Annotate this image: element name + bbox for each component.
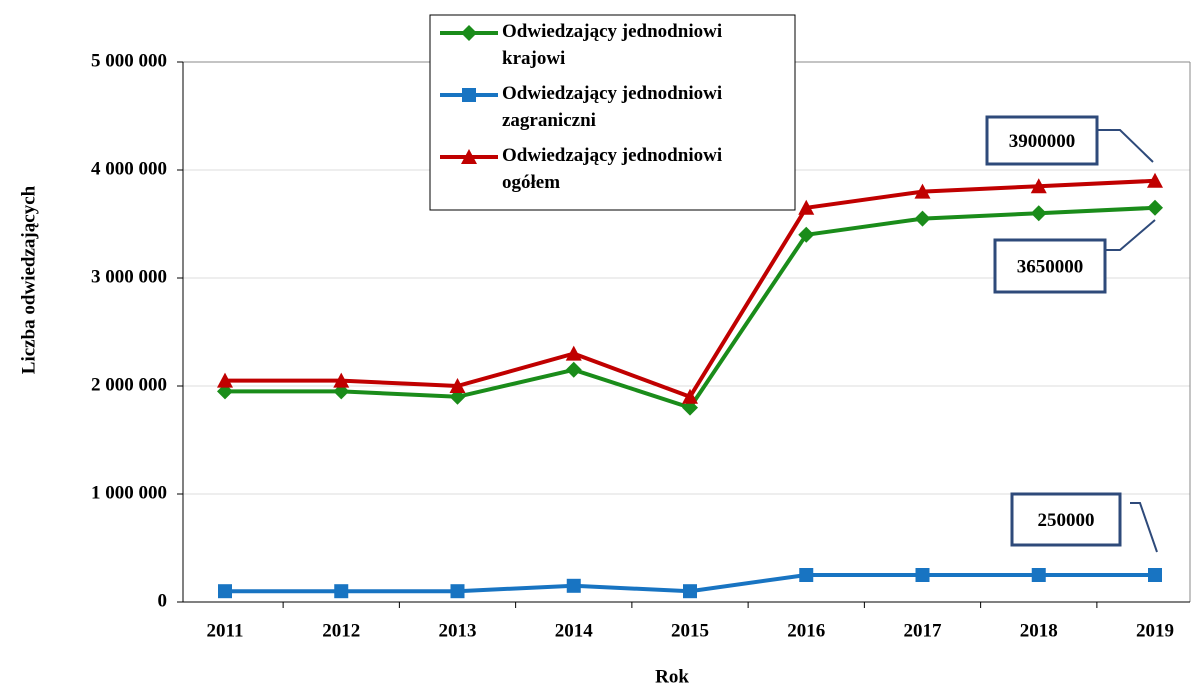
x-tick-label: 2011 [207,620,244,641]
data-label: 3900000 [1009,131,1076,152]
marker [334,584,349,599]
callout-leader [1130,502,1158,553]
marker [914,210,931,227]
marker [1147,172,1163,188]
marker [798,199,815,215]
y-axis-label: Liczba odwiedzających [18,185,39,374]
x-axis-label: Rok [655,666,689,687]
data-label: 250000 [1038,510,1095,531]
marker [217,372,233,388]
marker [915,568,930,582]
marker [565,361,582,378]
y-tick-label: 3 000 000 [91,266,167,287]
marker [566,578,581,593]
y-tick-label: 5 000 000 [91,50,167,71]
x-tick-label: 2012 [322,620,360,641]
x-tick-label: 2014 [555,620,594,641]
callout-box [1010,492,1122,547]
marker [333,372,350,388]
legend-label-line: krajowi [502,48,565,69]
legend-label: Odwiedzający jednodniowi zagraniczni [502,83,722,131]
marker [1147,199,1163,216]
data-label: 3650000 [1017,256,1084,277]
marker [1031,568,1046,582]
marker [1030,178,1047,194]
marker [799,568,814,582]
callout-box [985,115,1099,166]
marker [798,226,815,243]
marker [450,584,465,599]
marker [914,183,931,199]
legend-box [429,14,796,211]
series-line [225,205,1156,410]
y-tick-label: 0 [158,590,168,611]
callout-leader [1105,219,1156,251]
marker [1148,568,1162,582]
y-tick-label: 4 000 000 [91,158,167,179]
callout-box [993,238,1107,294]
marker [449,378,466,393]
marker [1030,205,1047,222]
x-tick-label: 2013 [439,620,477,641]
marker [462,88,476,102]
callout-leader [1097,129,1154,163]
x-tick-label: 2017 [904,620,943,641]
legend-label-line: zagraniczni [502,110,596,131]
marker [565,345,582,361]
x-tick-label: 2016 [787,620,825,641]
marker [218,584,232,599]
x-tick-label: 2015 [671,620,709,641]
x-tick-label: 2018 [1020,620,1058,641]
legend-label: Odwiedzający jednodniowi krajowi [502,21,722,69]
legend-label: Odwiedzający jednodniowi ogółem [502,145,722,193]
legend-label-line: Odwiedzający jednodniowi [502,83,722,104]
marker [683,584,697,599]
legend-label-line: Odwiedzający jednodniowi [502,145,722,166]
y-tick-label: 1 000 000 [91,482,167,503]
marker [461,25,477,41]
marker [461,149,477,164]
y-tick-label: 2 000 000 [91,374,167,395]
legend-label-line: ogółem [502,172,560,193]
marker [682,388,698,404]
x-tick-label: 2019 [1136,620,1174,641]
legend-label-line: Odwiedzający jednodniowi [502,21,722,42]
